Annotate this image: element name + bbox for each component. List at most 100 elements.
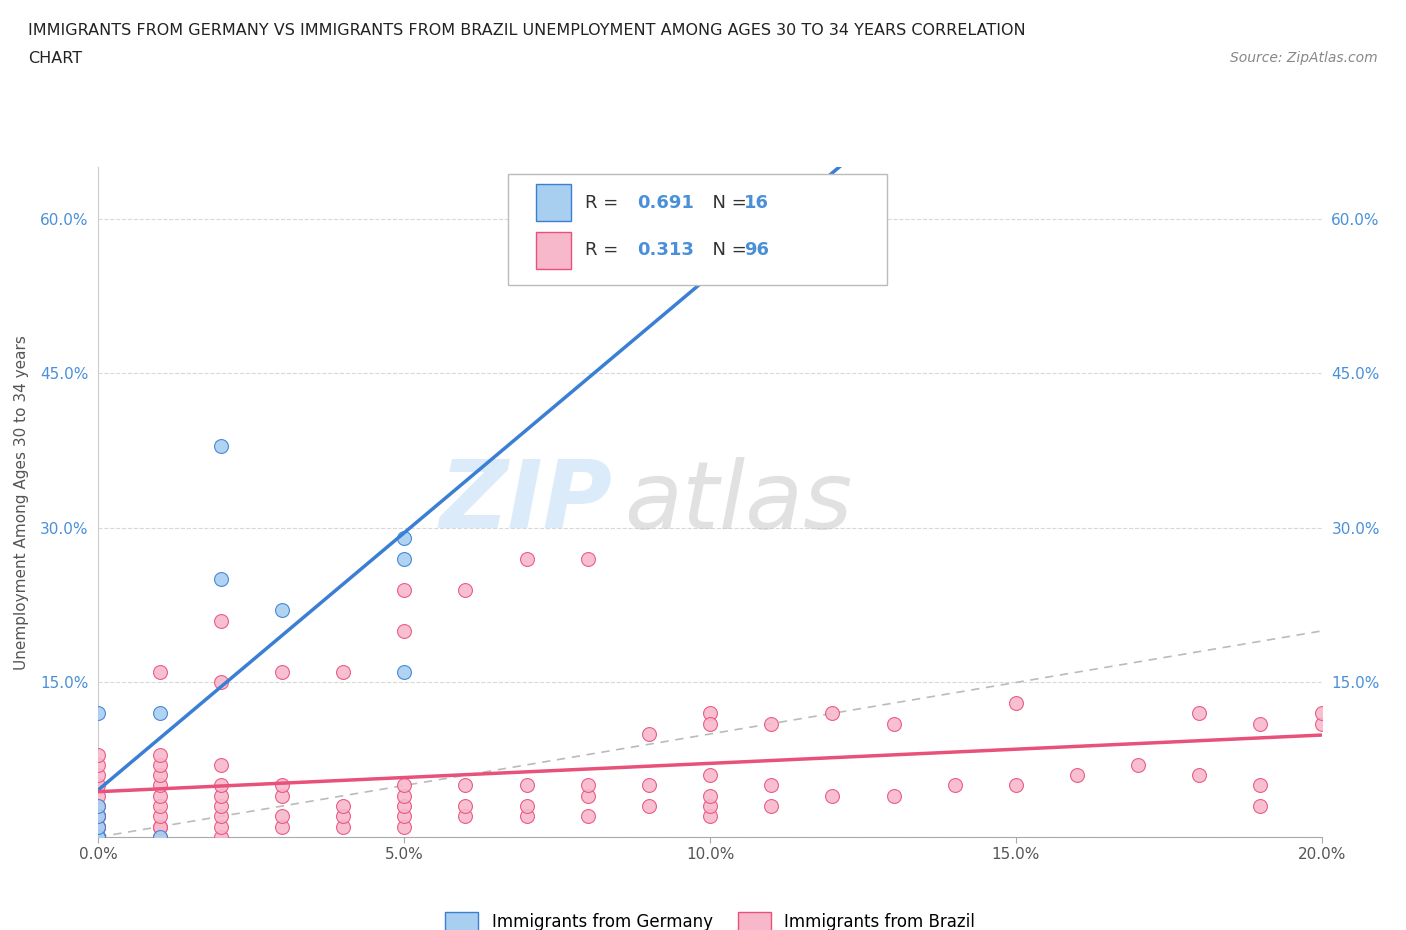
Point bbox=[1188, 768, 1211, 783]
Point bbox=[87, 819, 110, 834]
Point bbox=[516, 809, 538, 824]
Point bbox=[270, 665, 292, 680]
Point bbox=[392, 809, 416, 824]
Point bbox=[392, 582, 416, 597]
Text: Source: ZipAtlas.com: Source: ZipAtlas.com bbox=[1230, 51, 1378, 65]
Point bbox=[149, 778, 172, 793]
Text: N =: N = bbox=[702, 193, 754, 212]
Text: atlas: atlas bbox=[624, 457, 852, 548]
Y-axis label: Unemployment Among Ages 30 to 34 years: Unemployment Among Ages 30 to 34 years bbox=[14, 335, 30, 670]
Point bbox=[883, 789, 905, 804]
Point bbox=[87, 830, 110, 844]
Point bbox=[270, 603, 292, 618]
Point bbox=[149, 665, 172, 680]
Point bbox=[1004, 778, 1026, 793]
Point bbox=[87, 830, 110, 844]
Text: 96: 96 bbox=[744, 242, 769, 259]
Point bbox=[87, 809, 110, 824]
Point bbox=[87, 799, 110, 814]
Text: CHART: CHART bbox=[28, 51, 82, 66]
Point bbox=[759, 799, 782, 814]
Point bbox=[87, 830, 110, 844]
Text: R =: R = bbox=[585, 242, 624, 259]
Point bbox=[943, 778, 966, 793]
Text: N =: N = bbox=[702, 242, 754, 259]
Point bbox=[516, 551, 538, 566]
Point bbox=[392, 531, 416, 546]
Point bbox=[392, 665, 416, 680]
Point bbox=[149, 809, 172, 824]
Point bbox=[332, 665, 354, 680]
FancyBboxPatch shape bbox=[536, 184, 571, 221]
Point bbox=[149, 819, 172, 834]
Point bbox=[392, 551, 416, 566]
Point bbox=[576, 809, 599, 824]
Point bbox=[759, 716, 782, 731]
Point bbox=[87, 830, 110, 844]
Text: 0.691: 0.691 bbox=[637, 193, 693, 212]
Point bbox=[87, 778, 110, 793]
Legend: Immigrants from Germany, Immigrants from Brazil: Immigrants from Germany, Immigrants from… bbox=[439, 906, 981, 930]
Point bbox=[209, 809, 232, 824]
Point bbox=[1310, 716, 1333, 731]
Point bbox=[149, 706, 172, 721]
Point bbox=[209, 789, 232, 804]
Point bbox=[149, 747, 172, 762]
Point bbox=[209, 572, 232, 587]
Point bbox=[332, 819, 354, 834]
Point bbox=[87, 830, 110, 844]
Point bbox=[209, 778, 232, 793]
Point bbox=[821, 706, 844, 721]
Text: IMMIGRANTS FROM GERMANY VS IMMIGRANTS FROM BRAZIL UNEMPLOYMENT AMONG AGES 30 TO : IMMIGRANTS FROM GERMANY VS IMMIGRANTS FR… bbox=[28, 23, 1026, 38]
Point bbox=[87, 757, 110, 772]
Point bbox=[454, 778, 477, 793]
Point bbox=[1128, 757, 1150, 772]
Point bbox=[87, 830, 110, 844]
Point bbox=[1249, 716, 1271, 731]
Point bbox=[209, 675, 232, 690]
Point bbox=[516, 778, 538, 793]
Point bbox=[209, 438, 232, 453]
Point bbox=[699, 799, 721, 814]
Point bbox=[209, 799, 232, 814]
Point bbox=[87, 789, 110, 804]
Point bbox=[87, 830, 110, 844]
Point bbox=[87, 819, 110, 834]
Point bbox=[454, 582, 477, 597]
Point bbox=[149, 757, 172, 772]
Point bbox=[87, 819, 110, 834]
Point bbox=[699, 809, 721, 824]
Point bbox=[87, 809, 110, 824]
Point bbox=[1066, 768, 1088, 783]
Point bbox=[209, 613, 232, 628]
Point bbox=[699, 706, 721, 721]
Point bbox=[1188, 706, 1211, 721]
Point bbox=[576, 551, 599, 566]
Point bbox=[1249, 778, 1271, 793]
Point bbox=[883, 716, 905, 731]
Point bbox=[699, 789, 721, 804]
Point bbox=[87, 799, 110, 814]
Point bbox=[637, 778, 661, 793]
Point bbox=[637, 726, 661, 741]
Point bbox=[87, 768, 110, 783]
Point bbox=[87, 809, 110, 824]
Point bbox=[149, 789, 172, 804]
Point bbox=[209, 757, 232, 772]
Text: R =: R = bbox=[585, 193, 624, 212]
Point bbox=[392, 623, 416, 638]
Point bbox=[637, 799, 661, 814]
Point bbox=[576, 778, 599, 793]
Point bbox=[516, 799, 538, 814]
Text: 0.313: 0.313 bbox=[637, 242, 693, 259]
Point bbox=[149, 830, 172, 844]
Point bbox=[699, 253, 721, 268]
Point bbox=[392, 789, 416, 804]
Point bbox=[759, 778, 782, 793]
Point bbox=[332, 799, 354, 814]
Point bbox=[149, 819, 172, 834]
Point bbox=[454, 799, 477, 814]
Point bbox=[1310, 706, 1333, 721]
Point bbox=[87, 747, 110, 762]
Point bbox=[87, 830, 110, 844]
